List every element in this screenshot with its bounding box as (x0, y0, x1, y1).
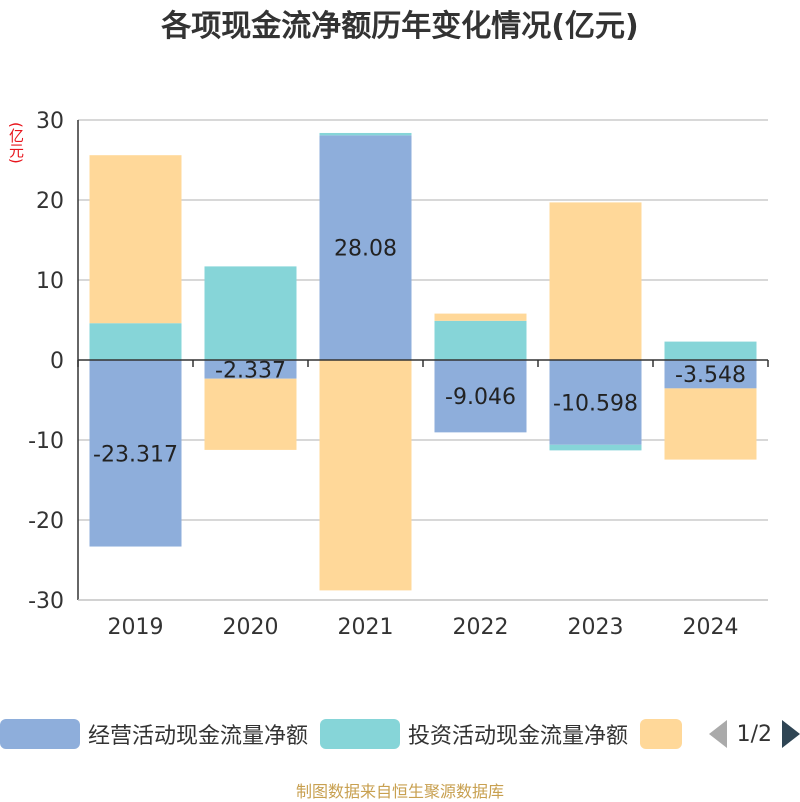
data-label: 28.08 (334, 237, 397, 262)
y-tick-label: 10 (36, 269, 64, 294)
legend-item-investing[interactable]: 投资活动现金流量净额 (320, 716, 628, 752)
bar-2-2022[interactable] (434, 313, 527, 321)
legend-swatch-operating (0, 719, 80, 749)
bar-0-2021[interactable] (319, 135, 412, 360)
legend-pager: 1/2 (708, 716, 800, 752)
legend: 经营活动现金流量净额 投资活动现金流量净额 1/2 (0, 716, 800, 752)
data-label: -10.598 (553, 391, 638, 416)
data-source-note: 制图数据来自恒生聚源数据库 (295, 782, 504, 801)
legend-item-financing[interactable] (640, 716, 682, 752)
legend-prev-page-icon[interactable] (708, 720, 727, 748)
x-tick-label: 2022 (453, 615, 509, 640)
bar-1-2020[interactable] (204, 266, 297, 360)
bar-1-2022[interactable] (434, 320, 527, 360)
data-label: -2.337 (215, 358, 286, 383)
data-label: -3.548 (675, 363, 746, 388)
legend-next-page-icon[interactable] (782, 720, 800, 748)
x-tick-label: 2021 (338, 615, 394, 640)
bar-0-2019[interactable] (89, 360, 182, 547)
y-tick-label: -20 (28, 509, 64, 534)
bar-1-2019[interactable] (89, 323, 182, 360)
y-axis-unit-label: (亿元) (7, 122, 25, 164)
legend-swatch-investing (320, 719, 400, 749)
bar-2-2023[interactable] (549, 202, 642, 360)
bar-0-2023[interactable] (549, 360, 642, 445)
x-tick-label: 2019 (108, 615, 164, 640)
y-tick-label: 30 (36, 109, 64, 134)
bar-1-2024[interactable] (664, 341, 757, 360)
bar-1-2023[interactable] (549, 444, 642, 451)
chart-title: 各项现金流净额历年变化情况(亿元) (161, 9, 639, 44)
legend-label-investing: 投资活动现金流量净额 (408, 724, 629, 749)
y-tick-label: -30 (28, 589, 64, 614)
legend-swatch-financing (640, 719, 682, 749)
bar-2-2021[interactable] (319, 360, 412, 591)
x-tick-label: 2020 (223, 615, 279, 640)
x-tick-label: 2023 (568, 615, 624, 640)
x-tick-label: 2024 (683, 615, 739, 640)
bar-2-2020[interactable] (204, 378, 297, 450)
bar-0-2022[interactable] (434, 360, 527, 433)
bar-0-2024[interactable] (664, 360, 757, 389)
y-tick-label: 20 (36, 189, 64, 214)
y-tick-label: 0 (50, 349, 64, 374)
bar-1-2021[interactable] (319, 132, 412, 136)
legend-page-indicator: 1/2 (736, 721, 772, 747)
data-label: -23.317 (93, 442, 178, 467)
bar-0-2020[interactable] (204, 360, 297, 379)
legend-label-operating: 经营活动现金流量净额 (88, 724, 309, 749)
data-label: -9.046 (445, 385, 516, 410)
bar-2-2024[interactable] (664, 388, 757, 460)
legend-item-operating[interactable]: 经营活动现金流量净额 (0, 716, 308, 752)
bar-2-2019[interactable] (89, 155, 182, 324)
y-tick-label: -10 (28, 429, 64, 454)
